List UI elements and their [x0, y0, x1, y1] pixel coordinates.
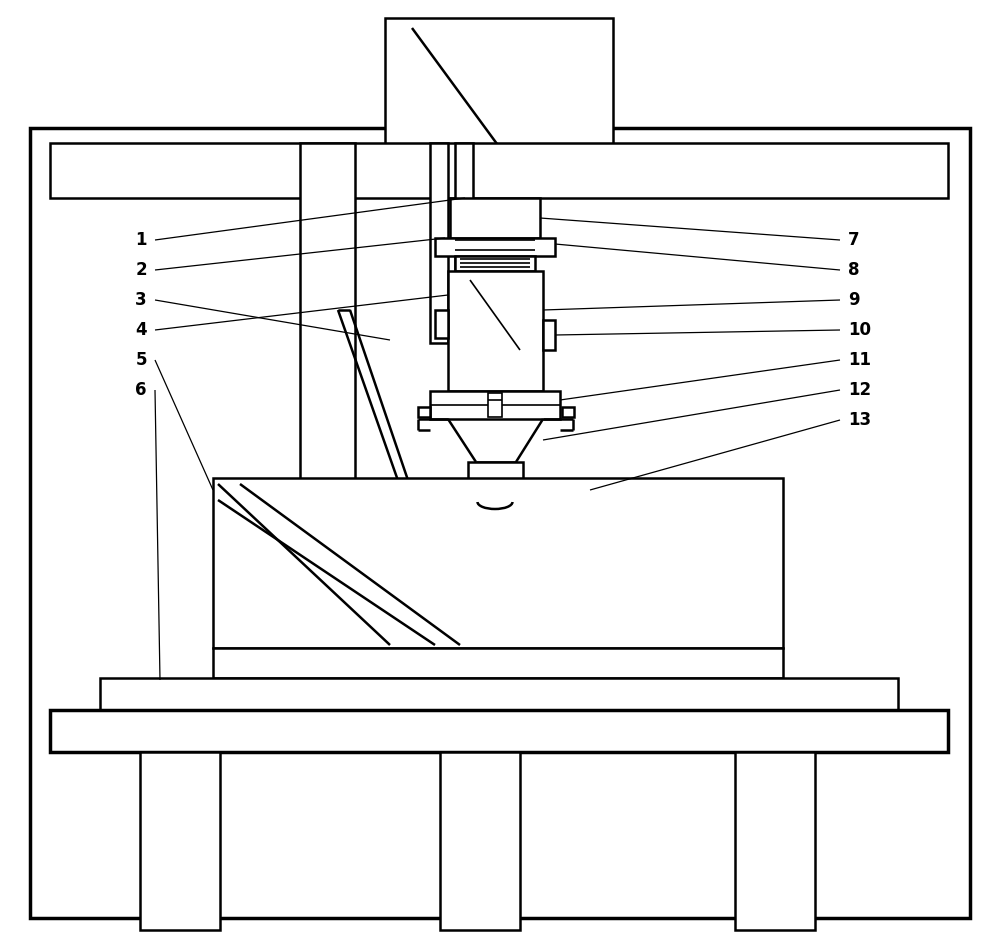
Text: 5: 5	[136, 351, 147, 369]
Bar	[488, 393, 502, 417]
Bar	[30, 128, 970, 918]
Bar	[213, 648, 783, 678]
Bar	[385, 18, 613, 150]
Text: 11: 11	[848, 351, 871, 369]
Bar	[430, 143, 448, 343]
Bar	[450, 198, 540, 238]
Bar	[455, 256, 535, 271]
Bar	[543, 320, 555, 350]
Bar	[430, 391, 560, 419]
Bar	[418, 407, 430, 417]
Text: 8: 8	[848, 261, 860, 279]
Bar	[468, 462, 523, 480]
Bar	[735, 752, 815, 930]
Bar	[213, 478, 783, 648]
Bar	[440, 752, 520, 930]
Bar	[435, 310, 448, 338]
Text: 4: 4	[135, 321, 147, 339]
Text: 12: 12	[848, 381, 871, 399]
Bar	[140, 752, 220, 930]
Bar	[474, 480, 517, 496]
Text: 9: 9	[848, 291, 860, 309]
Bar	[455, 143, 473, 343]
Bar	[435, 238, 555, 256]
Text: 6: 6	[136, 381, 147, 399]
Bar	[50, 143, 948, 198]
Text: 13: 13	[848, 411, 871, 429]
Text: 2: 2	[135, 261, 147, 279]
Bar	[50, 710, 948, 752]
Bar	[100, 678, 898, 710]
Bar	[562, 407, 574, 417]
Text: 3: 3	[135, 291, 147, 309]
Text: 10: 10	[848, 321, 871, 339]
Bar	[448, 271, 543, 391]
Text: 7: 7	[848, 231, 860, 249]
Text: 1: 1	[136, 231, 147, 249]
Bar	[300, 143, 355, 498]
